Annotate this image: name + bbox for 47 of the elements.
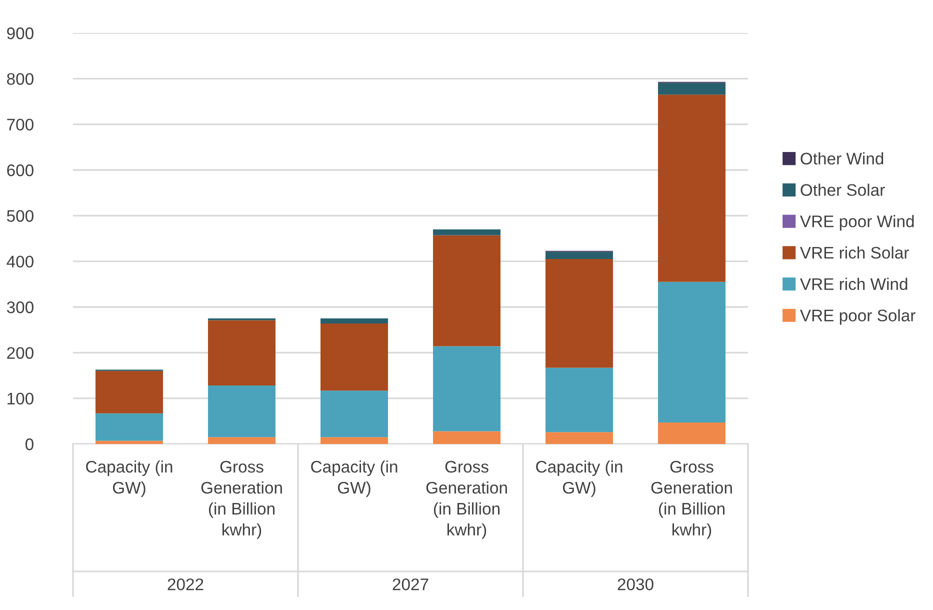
bar <box>658 282 726 423</box>
y-tick-label: 700 <box>7 118 34 131</box>
y-tick-label: 500 <box>6 210 34 222</box>
y-tick-label: 100 <box>8 392 34 405</box>
bar <box>208 386 276 438</box>
legend-label: Other Wind <box>800 152 884 165</box>
x-tick-label: Capacity (in GW) <box>311 460 398 497</box>
y-tick-label: 200 <box>7 347 34 359</box>
y-tick-label: 600 <box>7 164 34 176</box>
legend-label: VRE rich Solar <box>800 246 909 259</box>
legend-label: VRE rich Wind <box>800 278 908 290</box>
bar <box>433 235 500 346</box>
bar <box>546 252 613 260</box>
legend-label: Other Solar <box>800 184 885 196</box>
bar <box>96 370 163 414</box>
text: 2022 <box>168 578 204 590</box>
y-tick-label: 400 <box>6 256 34 268</box>
bar <box>658 94 726 282</box>
bar <box>546 368 613 432</box>
bar <box>433 346 500 432</box>
bar <box>320 323 388 391</box>
bar <box>546 432 613 444</box>
bar <box>433 431 500 444</box>
bar <box>208 437 276 444</box>
bar <box>546 259 613 368</box>
y-tick-label: 900 <box>7 27 34 40</box>
bar <box>96 440 163 444</box>
bar <box>320 390 388 438</box>
legend-label: VRE poor Solar <box>800 309 916 325</box>
x-tick-label: Gross Generation (in Billion kwhr) <box>426 460 507 539</box>
y-tick-label: 0 <box>25 438 34 450</box>
legend-label: VRE poor Wind <box>800 215 914 231</box>
bar <box>96 413 163 441</box>
bar <box>320 318 388 324</box>
bar <box>320 437 388 444</box>
x-tick-label: Gross Generation (in Billion kwhr) <box>201 460 282 539</box>
bar <box>208 320 276 386</box>
bar <box>433 229 500 236</box>
text: 2027 <box>392 578 428 590</box>
x-tick-label: Gross Generation (in Billion kwhr) <box>651 460 732 539</box>
y-tick-label: 300 <box>6 301 34 314</box>
bar <box>658 422 726 444</box>
text: 2030 <box>618 578 654 590</box>
y-tick-label: 800 <box>7 73 34 85</box>
x-tick-label: Capacity (in GW) <box>86 460 172 497</box>
x-tick-label: Capacity (in GW) <box>536 460 622 497</box>
bar <box>658 82 726 95</box>
